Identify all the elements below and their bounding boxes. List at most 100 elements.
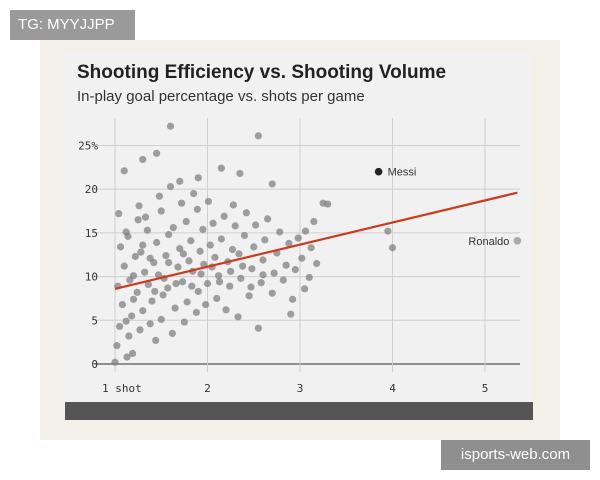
scatter-point	[245, 292, 253, 300]
scatter-point	[268, 180, 276, 188]
scatter-point	[388, 244, 397, 252]
scatter-point	[203, 279, 212, 288]
scatter-point	[209, 219, 217, 227]
scatter-point	[301, 227, 310, 235]
scatter-point	[215, 278, 224, 286]
scatter-point	[206, 241, 214, 249]
point-label-ronaldo: Ronaldo	[468, 236, 509, 248]
scatter-point	[155, 192, 163, 200]
scatter-point	[153, 238, 161, 247]
scatter-point	[168, 329, 176, 338]
x-tick-label: 5	[482, 382, 489, 395]
scatter-point	[139, 155, 147, 164]
scatter-point	[254, 324, 262, 332]
scatter-point	[143, 226, 151, 234]
scatter-point	[134, 216, 142, 224]
y-axis-ticks: 0 5 10 15 20 25%	[78, 139, 98, 371]
chart-subtitle: In-play goal percentage vs. shots per ga…	[77, 88, 365, 105]
scatter-point	[116, 322, 124, 331]
scatter-point	[139, 241, 147, 249]
scatter-point	[194, 287, 202, 296]
scatter-point	[129, 295, 138, 303]
scatter-point	[237, 274, 245, 282]
scatter-point	[183, 298, 191, 306]
scatter-point	[174, 263, 182, 271]
scatter-point	[259, 256, 267, 264]
scatter-point	[179, 250, 188, 258]
scatter-point	[261, 236, 269, 244]
scatter-point	[157, 315, 165, 324]
y-tick-label: 15	[85, 227, 98, 240]
scatter-point	[257, 279, 265, 287]
scatter-point	[176, 245, 184, 253]
scatter-point	[116, 243, 125, 251]
trend-line-group	[114, 191, 518, 290]
scatter-point	[240, 231, 249, 240]
scatter-point	[217, 164, 225, 172]
scatter-point	[135, 202, 143, 210]
highlighted-players: Messi Ronaldo	[374, 167, 522, 248]
scatter-point	[124, 232, 132, 240]
scatter-point	[122, 317, 130, 325]
scatter-point	[220, 212, 228, 220]
scatter-point	[196, 247, 204, 255]
scatter-point	[285, 239, 293, 247]
scatter-point	[129, 272, 138, 280]
scatter-point	[193, 205, 201, 213]
scatter-point	[204, 197, 213, 206]
scatter-point	[171, 304, 179, 312]
scatter-point	[162, 252, 170, 260]
scatter-point	[128, 349, 137, 358]
scatter-point	[310, 217, 318, 226]
scatter-point	[172, 279, 180, 288]
scatter-point	[294, 234, 302, 242]
scatter-point	[239, 262, 247, 270]
scatter-point	[165, 231, 173, 239]
scatter-point	[301, 285, 309, 293]
x-tick-label: 2	[204, 382, 211, 395]
scatter-point	[276, 228, 284, 236]
scatter-point	[178, 278, 187, 286]
scatter-point	[166, 182, 175, 191]
scatter-point	[115, 210, 123, 218]
scatter-point	[146, 320, 154, 328]
y-tick-label: 25%	[78, 139, 98, 152]
scatter-point	[151, 287, 159, 296]
chart-title: Shooting Efficiency vs. Shooting Volume	[77, 62, 447, 83]
scatter-point	[307, 244, 315, 252]
scatter-point	[113, 342, 121, 350]
scatter-point	[139, 307, 147, 315]
scatter-point	[188, 282, 196, 290]
scatter-point	[194, 174, 202, 182]
channel-tag: TG: MYYJJPP	[10, 10, 135, 40]
scatter-point	[146, 254, 154, 262]
point-label-messi: Messi	[388, 167, 417, 179]
scatter-point	[313, 259, 321, 268]
scatter-point	[141, 213, 150, 221]
scatter-point	[264, 215, 272, 223]
scatter-point	[324, 200, 332, 208]
scatter-point	[384, 227, 392, 235]
x-tick-label: 1 shot	[102, 382, 142, 395]
scatter-point	[236, 169, 244, 178]
scatter-point	[305, 273, 313, 282]
scatter-point	[287, 310, 295, 318]
data-points	[111, 122, 397, 366]
x-tick-label: 4	[389, 382, 396, 395]
scatter-point	[227, 267, 235, 275]
scatter-point	[166, 122, 175, 130]
scatter-point	[213, 294, 221, 303]
scatter-point	[120, 262, 128, 270]
scatter-point	[164, 284, 172, 292]
scatter-point	[123, 353, 131, 361]
scatter-point	[217, 235, 225, 243]
scatter-point	[229, 201, 237, 209]
highlighted-point-ronaldo	[513, 236, 522, 245]
x-axis-ticks: 1 shot 2 3 4 5	[102, 382, 488, 395]
scatter-point	[192, 308, 200, 317]
scatter-point	[211, 253, 219, 261]
scatter-point	[226, 282, 234, 290]
scatter-point	[159, 291, 167, 299]
scatter-point	[279, 276, 287, 284]
